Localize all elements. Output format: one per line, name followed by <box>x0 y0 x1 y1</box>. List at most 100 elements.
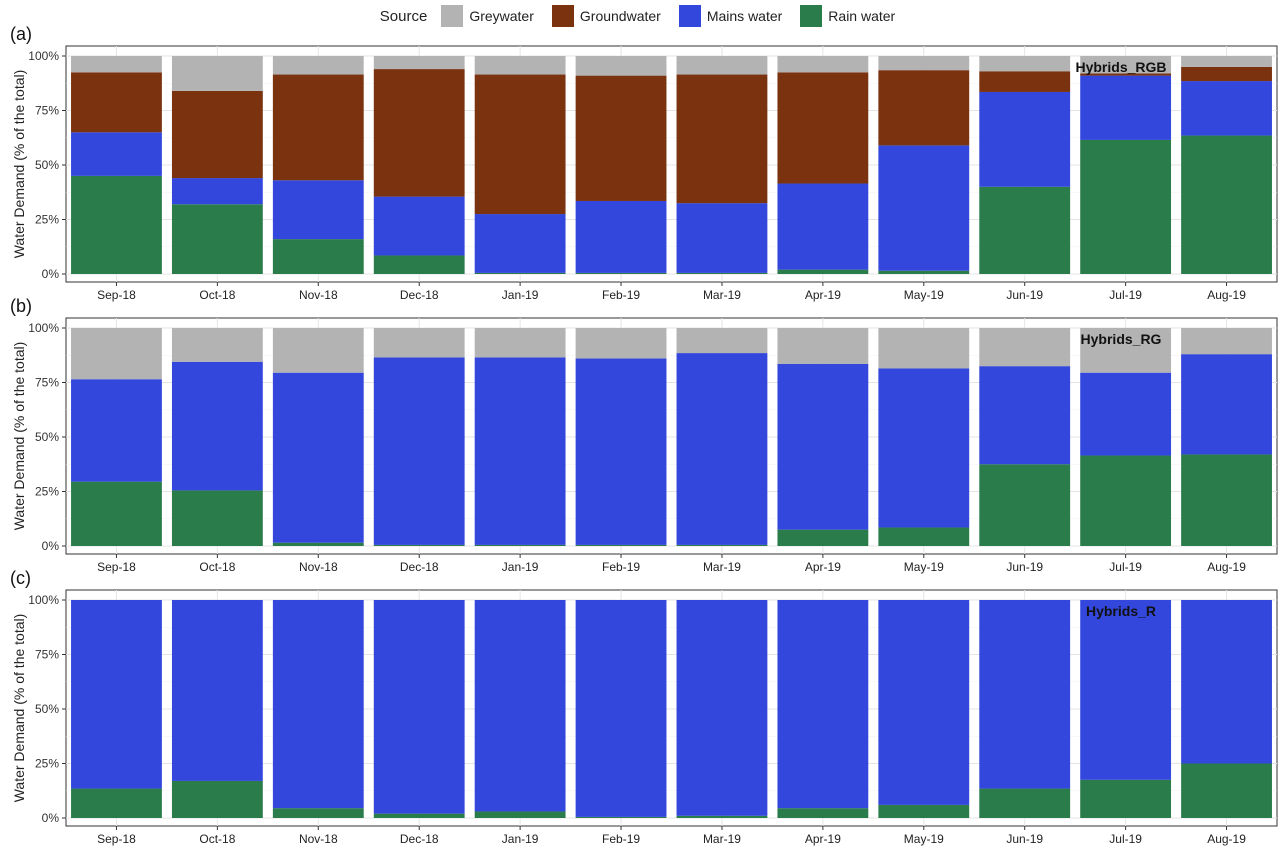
bar-greywater-May-19 <box>878 56 970 71</box>
bar-greywater-May-19 <box>878 328 970 369</box>
x-tick-label: Dec-18 <box>400 832 439 846</box>
x-tick-label: Aug-19 <box>1207 560 1246 574</box>
y-tick-label: 25% <box>35 485 59 499</box>
bar-rain-Feb-19 <box>575 272 667 274</box>
legend-title: Source <box>379 7 428 25</box>
x-tick-label: Dec-18 <box>400 288 439 302</box>
bar-greywater-Jul-19 <box>1080 328 1172 373</box>
bar-greywater-Sep-18 <box>71 328 162 380</box>
bar-greywater-Jun-19 <box>979 328 1071 367</box>
bar-rain-Dec-18 <box>373 544 465 546</box>
x-tick-label: Sep-18 <box>97 560 136 574</box>
bar-groundwater-Jan-19 <box>474 74 566 215</box>
plot-frame <box>65 589 1278 827</box>
bar-mains-Dec-18 <box>373 600 465 814</box>
panel-annotation: Hybrids_RG <box>1081 331 1162 347</box>
x-tick-label: Dec-18 <box>400 560 439 574</box>
x-tick-label: Nov-18 <box>299 832 338 846</box>
bar-mains-Feb-19 <box>575 358 667 545</box>
y-tick-label: 0% <box>42 811 60 825</box>
bar-mains-Mar-19 <box>676 353 768 545</box>
bar-mains-Jun-19 <box>979 91 1071 187</box>
bar-greywater-Jun-19 <box>979 56 1071 72</box>
legend-swatch-greywater <box>441 5 464 27</box>
x-tick-label: Jun-19 <box>1006 288 1043 302</box>
legend-label-greywater: Greywater <box>469 8 534 24</box>
chart-panel-2: 0% 25% 50% 75% 100% Sep-18 Oct-18 Nov-18 Dec-18 J… <box>10 296 1278 574</box>
bar-rain-May-19 <box>878 270 970 274</box>
bar-greywater-Feb-19 <box>575 328 667 359</box>
bar-rain-Feb-19 <box>575 816 667 818</box>
legend-swatch-rain <box>800 5 823 27</box>
bar-mains-Aug-19 <box>1181 81 1272 136</box>
bar-mains-Apr-19 <box>777 183 869 270</box>
bar-rain-Apr-19 <box>777 269 869 274</box>
x-tick-label: Jun-19 <box>1006 832 1043 846</box>
bar-rain-Sep-18 <box>71 175 162 274</box>
bar-greywater-Mar-19 <box>676 328 768 354</box>
x-tick-label: Oct-18 <box>199 288 235 302</box>
bar-mains-Aug-19 <box>1181 354 1272 455</box>
x-tick-label: May-19 <box>904 560 944 574</box>
bar-greywater-Nov-18 <box>272 328 364 373</box>
bar-rain-Jul-19 <box>1080 779 1172 818</box>
bar-mains-Oct-18 <box>171 361 263 491</box>
bar-groundwater-Nov-18 <box>272 74 364 181</box>
bar-groundwater-Mar-19 <box>676 74 768 204</box>
bar-groundwater-Jun-19 <box>979 71 1071 92</box>
panel-label: (c) <box>10 568 31 588</box>
x-tick-label: Sep-18 <box>97 832 136 846</box>
bar-mains-Dec-18 <box>373 196 465 256</box>
x-tick-label: Jul-19 <box>1109 560 1142 574</box>
bar-mains-May-19 <box>878 145 970 271</box>
y-tick-label: 0% <box>42 267 60 281</box>
bar-rain-Nov-18 <box>272 808 364 818</box>
legend-item-rain: Rain water <box>800 5 895 27</box>
bar-rain-Oct-18 <box>171 204 263 274</box>
bar-mains-Jan-19 <box>474 357 566 545</box>
bar-mains-Jul-19 <box>1080 372 1172 456</box>
legend-label-groundwater: Groundwater <box>579 8 661 24</box>
bar-rain-Aug-19 <box>1181 763 1272 818</box>
bar-groundwater-Sep-18 <box>71 72 162 133</box>
x-tick-label: Jul-19 <box>1109 288 1142 302</box>
bar-groundwater-Oct-18 <box>171 90 263 179</box>
bar-groundwater-Apr-19 <box>777 72 869 184</box>
legend-label-rain: Rain water <box>828 8 896 24</box>
x-tick-label: Mar-19 <box>703 832 741 846</box>
legend-item-greywater: Greywater <box>441 5 534 27</box>
legend-item-groundwater: Groundwater <box>551 5 661 27</box>
bar-greywater-Nov-18 <box>272 56 364 75</box>
panel-label: (b) <box>10 296 32 316</box>
bar-mains-Sep-18 <box>71 132 162 176</box>
y-tick-label: 50% <box>35 702 59 716</box>
x-tick-label: Aug-19 <box>1207 832 1246 846</box>
y-tick-label: 25% <box>35 213 59 227</box>
y-tick-label: 100% <box>28 49 59 63</box>
x-tick-label: Apr-19 <box>805 560 841 574</box>
y-axis-label: Water Demand (% of the total) <box>11 614 27 803</box>
bar-mains-Jul-19 <box>1080 75 1172 140</box>
x-tick-label: Aug-19 <box>1207 288 1246 302</box>
x-tick-label: Jul-19 <box>1109 832 1142 846</box>
x-tick-label: Sep-18 <box>97 288 136 302</box>
bar-rain-Oct-18 <box>171 780 263 818</box>
bar-mains-Oct-18 <box>171 600 263 781</box>
bar-greywater-Sep-18 <box>71 56 162 73</box>
bar-rain-Aug-19 <box>1181 135 1272 274</box>
y-tick-label: 75% <box>35 376 59 390</box>
bar-greywater-Jan-19 <box>474 328 566 358</box>
bar-greywater-Mar-19 <box>676 56 768 75</box>
y-tick-label: 75% <box>35 648 59 662</box>
bar-mains-Dec-18 <box>373 357 465 545</box>
bar-rain-Dec-18 <box>373 255 465 274</box>
bar-groundwater-Aug-19 <box>1181 66 1272 82</box>
bar-greywater-Oct-18 <box>171 328 263 362</box>
y-tick-label: 0% <box>42 539 60 553</box>
bar-groundwater-May-19 <box>878 70 970 146</box>
bar-rain-Jun-19 <box>979 464 1071 546</box>
x-tick-label: Apr-19 <box>805 832 841 846</box>
legend-swatch-mains <box>678 5 701 27</box>
y-tick-label: 50% <box>35 158 59 172</box>
